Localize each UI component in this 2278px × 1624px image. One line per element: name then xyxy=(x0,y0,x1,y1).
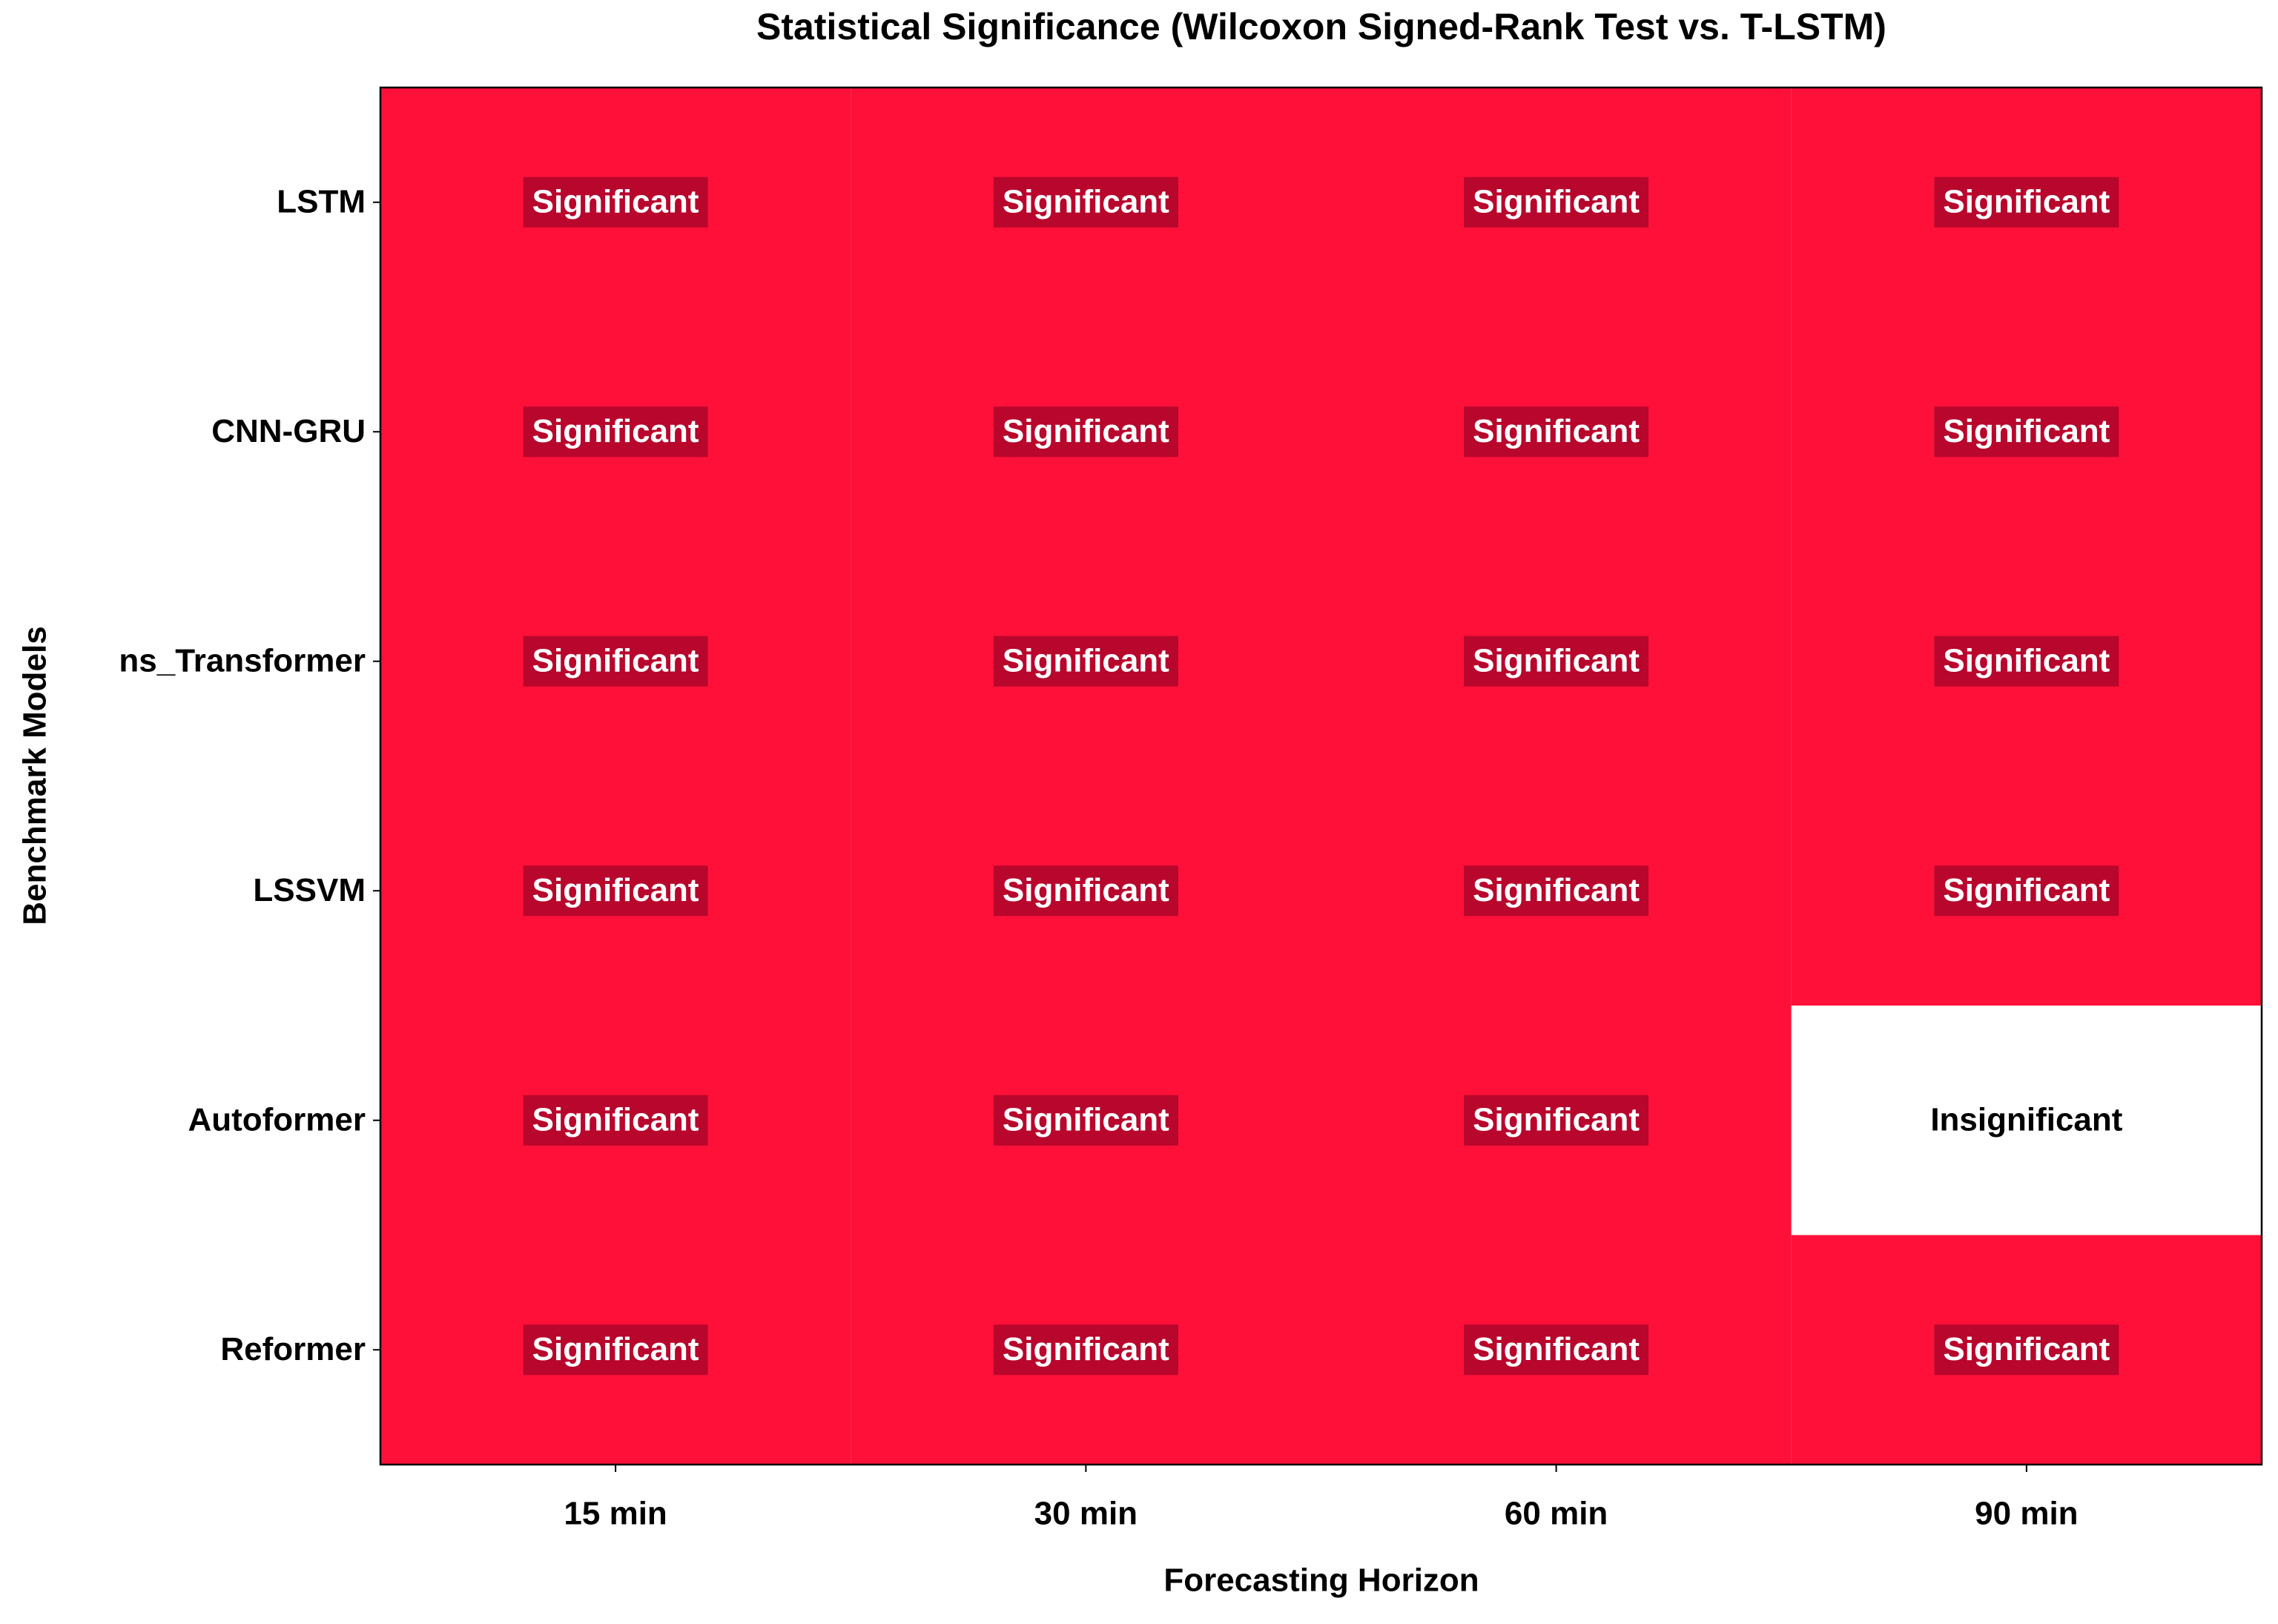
cell-label-box xyxy=(1464,176,1649,228)
cell-label-box xyxy=(1464,1095,1649,1146)
cell-label: Significant xyxy=(1943,642,2110,679)
cell-label: Significant xyxy=(1943,1331,2110,1367)
cell-label: Significant xyxy=(1943,872,2110,908)
cell-label: Significant xyxy=(1003,1331,1169,1367)
cell-label-box xyxy=(1934,176,2119,228)
y-tick-label: CNN-GRU xyxy=(211,413,366,449)
y-tick-label: LSTM xyxy=(277,183,366,219)
cell-label: Significant xyxy=(1003,183,1169,219)
cell-label: Significant xyxy=(532,642,699,679)
cell-label: Significant xyxy=(1003,872,1169,908)
cell-label-box xyxy=(1934,1324,2119,1376)
cell-label-box xyxy=(523,636,708,687)
cell-label-box xyxy=(993,1095,1178,1146)
cell-label: Significant xyxy=(1003,1101,1169,1138)
cell-label-box xyxy=(993,406,1178,458)
cell-label: Significant xyxy=(532,1101,699,1138)
chart-title: Statistical Significance (Wilcoxon Signe… xyxy=(756,6,1886,47)
cell-label-box xyxy=(993,1324,1178,1376)
cell-label: Significant xyxy=(1003,642,1169,679)
cell-label: Significant xyxy=(1473,872,1640,908)
cell-label: Significant xyxy=(532,872,699,908)
cell-label: Significant xyxy=(1943,183,2110,219)
cell-label: Significant xyxy=(1473,183,1640,219)
cell-label: Significant xyxy=(1473,1331,1640,1367)
cell-label: Significant xyxy=(1473,413,1640,449)
x-tick-label: 60 min xyxy=(1505,1496,1608,1532)
heatmap-cell xyxy=(1791,1006,2262,1235)
cell-label: Significant xyxy=(1473,1101,1640,1138)
cell-label-box xyxy=(1464,1324,1649,1376)
y-axis-label: Benchmark Models xyxy=(17,626,53,925)
y-tick-label: Autoformer xyxy=(188,1101,366,1138)
x-tick-label: 30 min xyxy=(1034,1496,1138,1532)
cell-label-box xyxy=(523,176,708,228)
cell-label-box xyxy=(523,1095,708,1146)
cell-label-box xyxy=(1464,636,1649,687)
cell-label: Significant xyxy=(1943,413,2110,449)
cell-label-box xyxy=(1934,636,2119,687)
cell-label: Significant xyxy=(532,1331,699,1367)
cell-label-box xyxy=(1934,865,2119,917)
cell-label: Significant xyxy=(532,413,699,449)
y-tick-label: ns_Transformer xyxy=(119,642,366,679)
y-tick-label: LSSVM xyxy=(253,872,366,908)
cell-label: Insignificant xyxy=(1930,1101,2122,1138)
cell-label-box xyxy=(993,865,1178,917)
cell-label: Significant xyxy=(1003,413,1169,449)
cell-label-box xyxy=(993,176,1178,228)
cell-label-box xyxy=(1464,865,1649,917)
cell-label-box xyxy=(523,406,708,458)
x-tick-label: 90 min xyxy=(1975,1496,2078,1532)
plot-frame xyxy=(379,86,2263,1466)
cell-label-box xyxy=(1934,406,2119,458)
y-tick-label: Reformer xyxy=(220,1331,366,1367)
cell-label-box xyxy=(523,1324,708,1376)
cell-label-box xyxy=(1464,406,1649,458)
x-tick-label: 15 min xyxy=(564,1496,667,1532)
cell-label: Significant xyxy=(1473,642,1640,679)
cell-label-box xyxy=(993,636,1178,687)
cell-label: Significant xyxy=(532,183,699,219)
x-axis-label: Forecasting Horizon xyxy=(1163,1562,1479,1599)
cell-label-box xyxy=(523,865,708,917)
